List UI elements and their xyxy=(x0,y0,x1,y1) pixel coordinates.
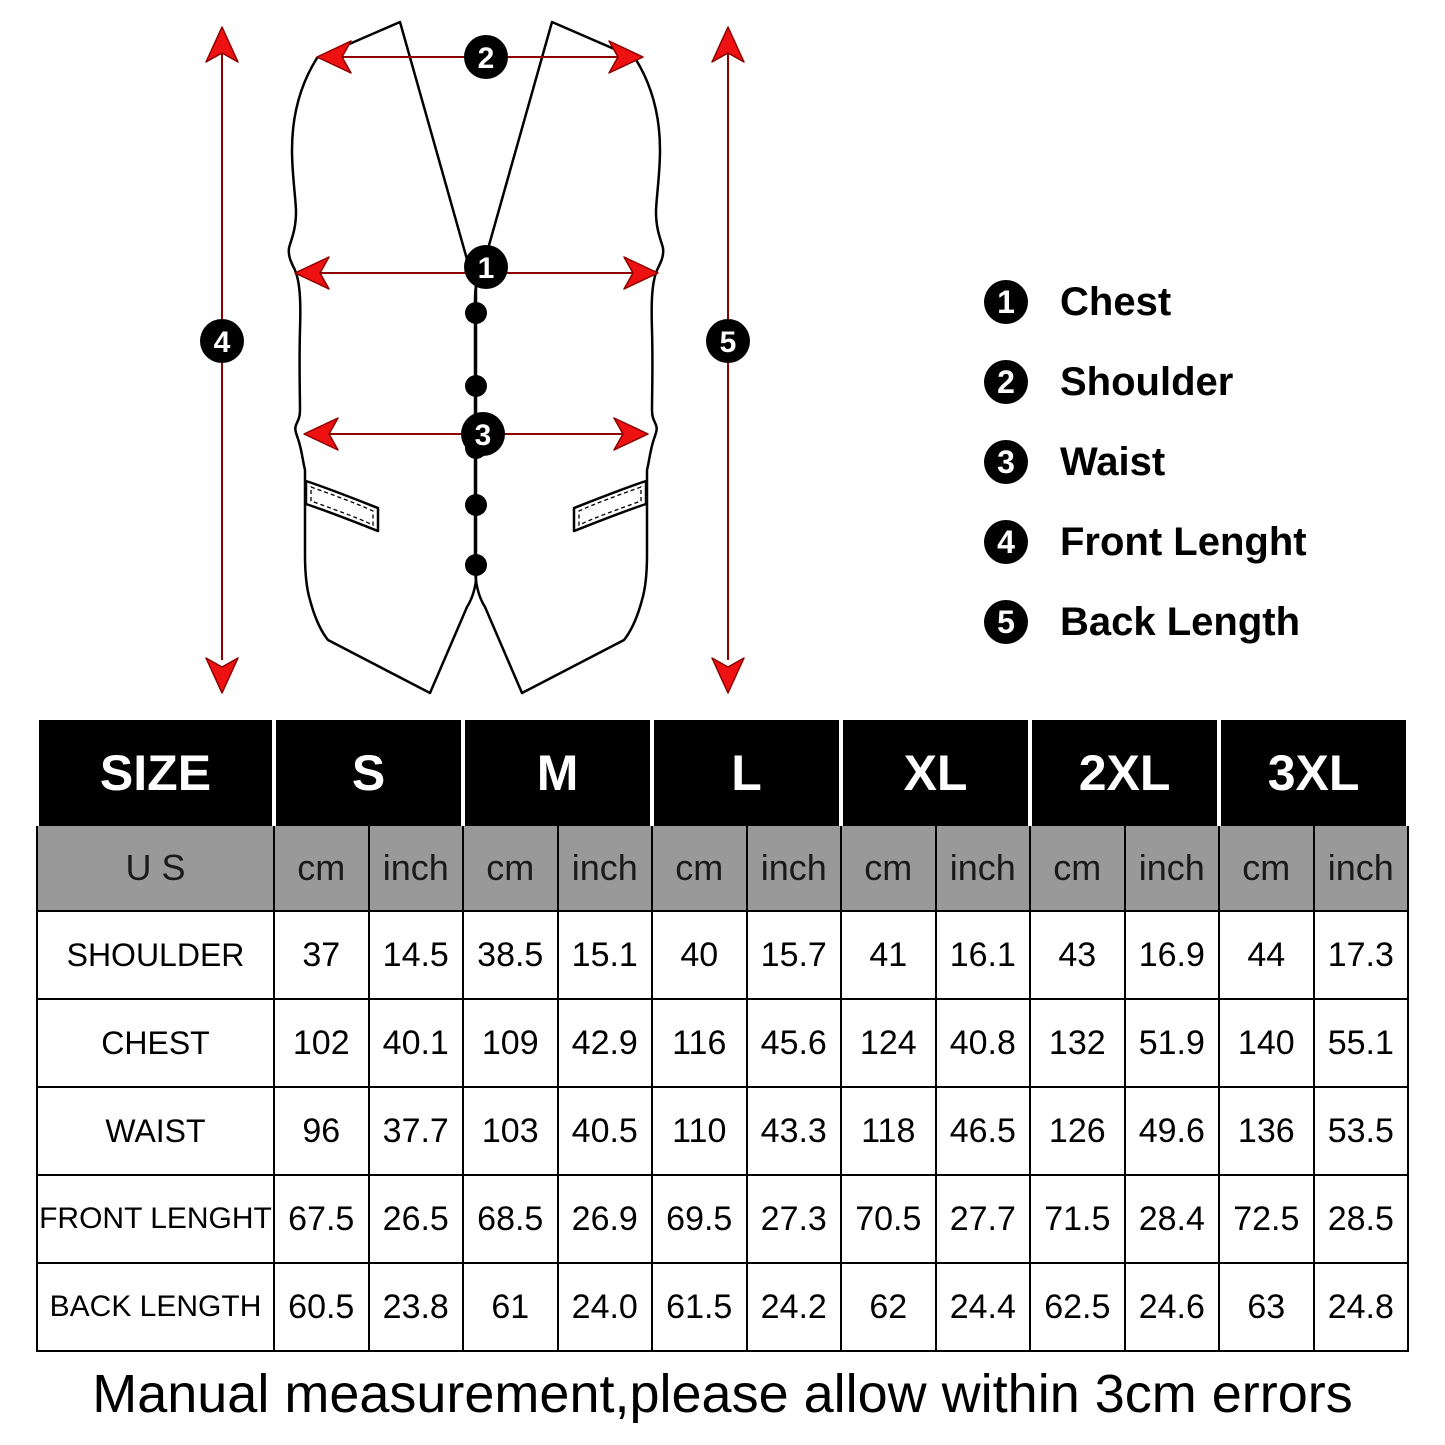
svg-text:1: 1 xyxy=(478,252,495,285)
svg-text:2: 2 xyxy=(478,42,495,75)
svg-text:3: 3 xyxy=(475,419,492,452)
svg-text:4: 4 xyxy=(214,326,231,359)
svg-text:5: 5 xyxy=(720,326,737,359)
